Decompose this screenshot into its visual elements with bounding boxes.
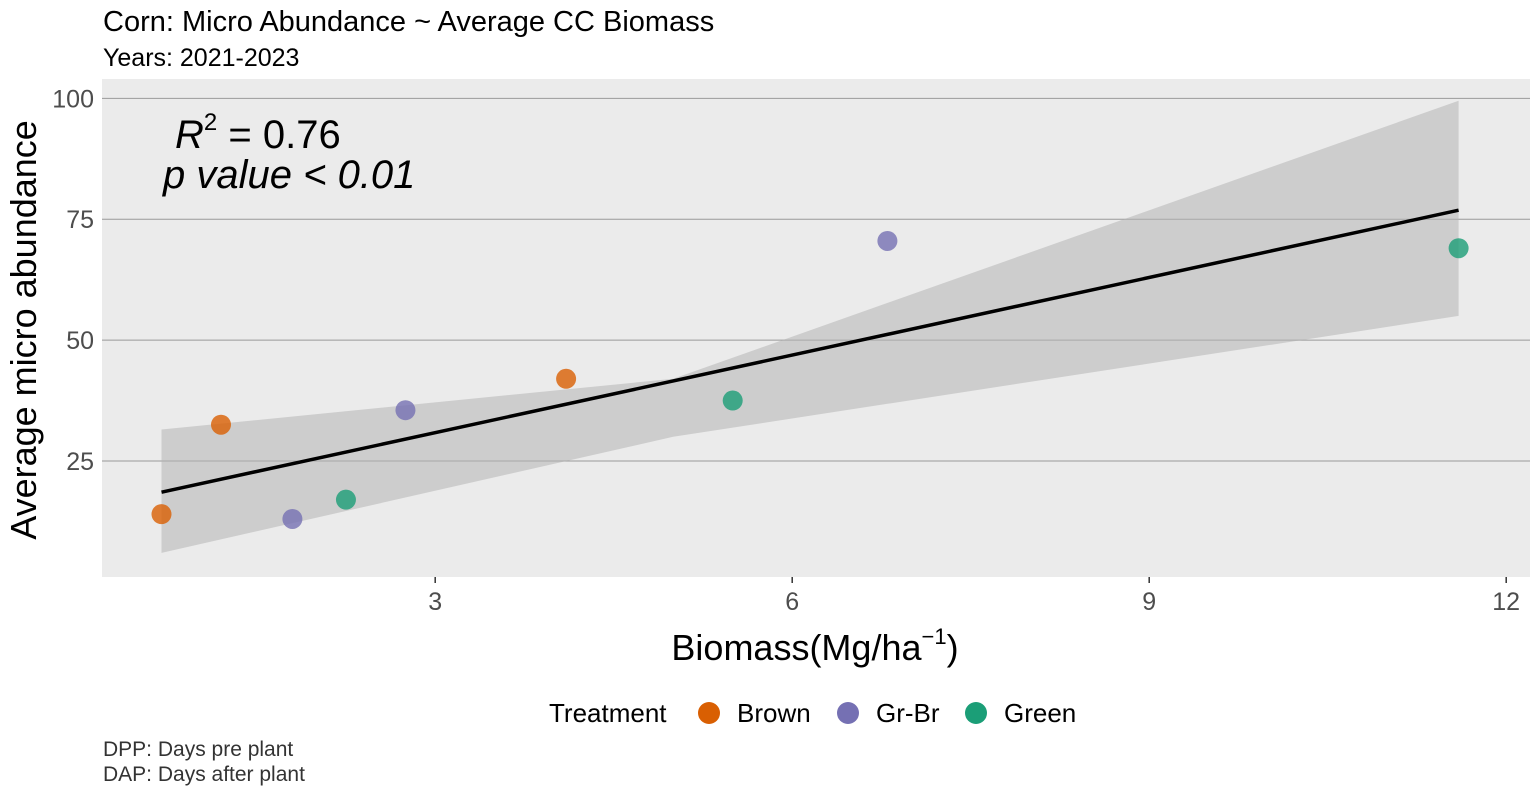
point-brown bbox=[556, 368, 577, 389]
caption-dap: DAP: Days after plant bbox=[103, 763, 305, 786]
y-axis-label: Average micro abundance bbox=[3, 120, 44, 540]
y-tick-label: 75 bbox=[66, 206, 94, 234]
point-gr-br bbox=[877, 230, 898, 251]
y-tick-label: 100 bbox=[52, 85, 94, 113]
data-points bbox=[151, 230, 1469, 529]
point-green bbox=[335, 489, 356, 510]
y-tick-label: 25 bbox=[66, 448, 94, 476]
x-tick-label: 3 bbox=[428, 588, 442, 616]
chart-subtitle: Years: 2021-2023 bbox=[103, 44, 299, 72]
x-axis-label-exponent: −1 bbox=[922, 624, 947, 649]
x-axis-label-main: Biomass(Mg/ha bbox=[671, 627, 922, 668]
legend-title: Treatment bbox=[549, 698, 667, 728]
y-axis-ticks: 25 50 75 100 bbox=[52, 85, 94, 476]
point-green bbox=[1448, 238, 1469, 259]
legend-label-brown: Brown bbox=[737, 698, 811, 728]
x-axis-label: Biomass(Mg/ha−1) bbox=[671, 624, 958, 668]
point-brown bbox=[151, 504, 172, 525]
legend-label-green: Green bbox=[1004, 698, 1076, 728]
r2-value: = 0.76 bbox=[217, 113, 340, 157]
r2-superscript: 2 bbox=[204, 109, 217, 136]
r2-symbol: R bbox=[175, 113, 204, 157]
regression-line bbox=[161, 208, 1459, 494]
p-value-annotation: p value < 0.01 bbox=[162, 153, 415, 197]
legend-label-gr-br: Gr-Br bbox=[876, 698, 940, 728]
confidence-band bbox=[161, 100, 1459, 553]
y-tick-label: 50 bbox=[66, 327, 94, 355]
r2-annotation: R2 = 0.76 bbox=[175, 109, 341, 157]
point-brown bbox=[211, 414, 231, 435]
x-axis-ticks: 3 6 9 12 bbox=[428, 577, 1520, 616]
x-tick-label: 6 bbox=[785, 588, 799, 616]
legend-key-brown bbox=[698, 702, 720, 724]
caption-dpp: DPP: Days pre plant bbox=[103, 738, 293, 761]
point-green bbox=[722, 390, 743, 411]
point-gr-br bbox=[395, 400, 416, 421]
x-axis-label-close: ) bbox=[947, 627, 959, 668]
chart-title: Corn: Micro Abundance ~ Average CC Bioma… bbox=[103, 6, 714, 38]
legend: Treatment Brown Gr-Br Green bbox=[549, 698, 1076, 728]
x-tick-label: 12 bbox=[1492, 588, 1520, 616]
point-gr-br bbox=[282, 508, 303, 529]
legend-key-gr-br bbox=[837, 702, 859, 724]
legend-key-green bbox=[965, 702, 987, 724]
x-tick-label: 9 bbox=[1142, 588, 1156, 616]
